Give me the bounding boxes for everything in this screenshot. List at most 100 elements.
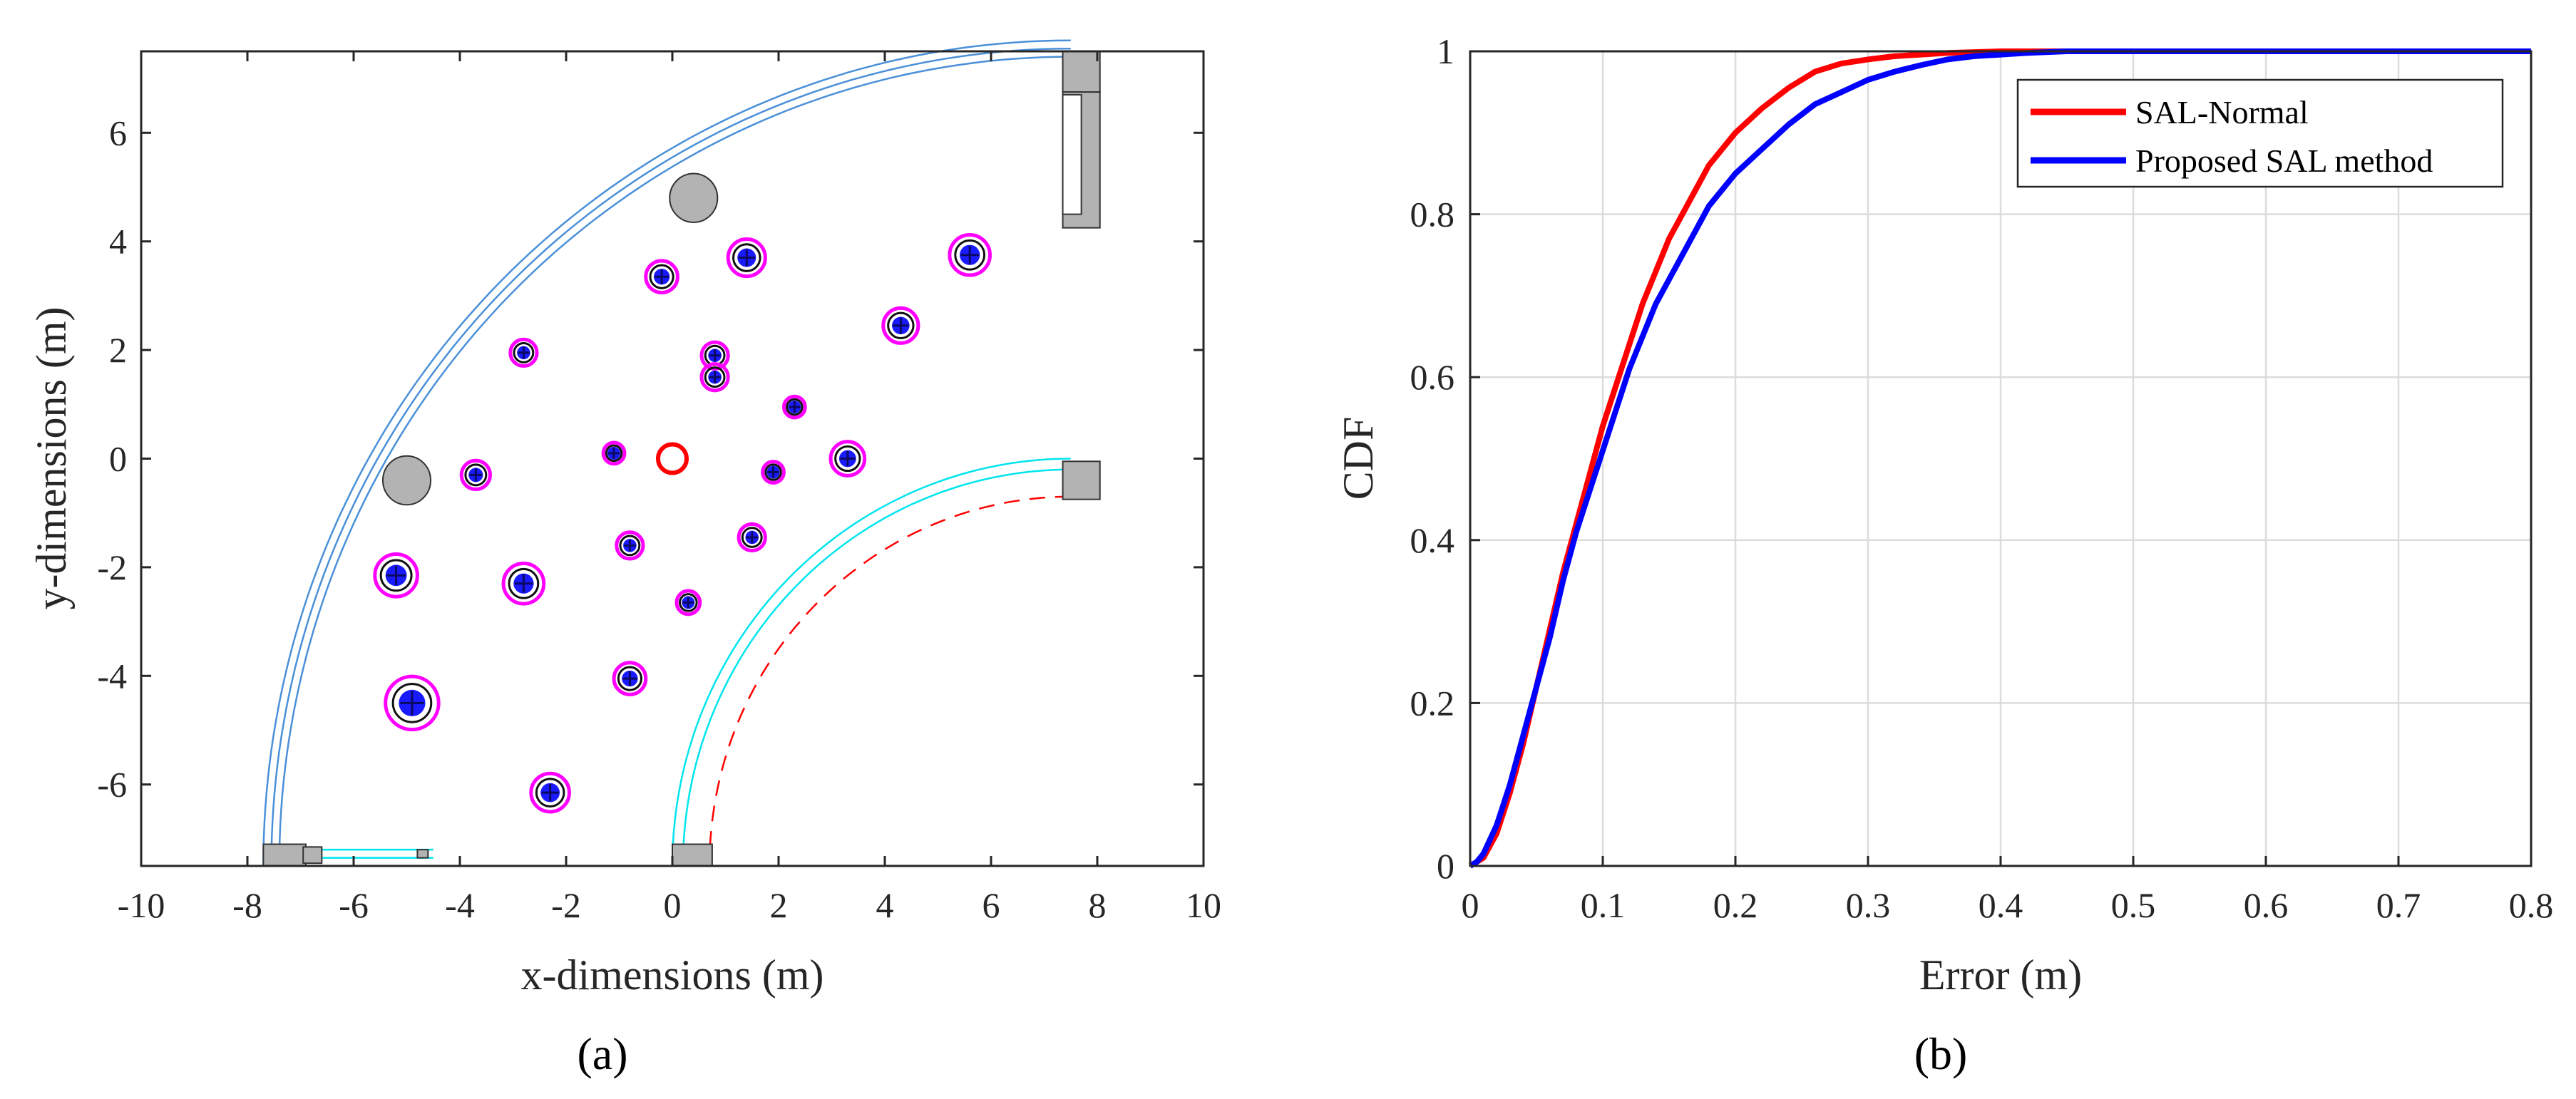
dashed-path-arc — [708, 495, 1071, 867]
ground-truth-ring — [834, 445, 861, 473]
panel-b-y-axis-label: CDF — [1335, 417, 1382, 500]
point-cross — [746, 531, 759, 544]
ground-truth-ring — [786, 398, 804, 416]
x-tick-label: -10 — [118, 885, 165, 925]
panel-a-y-axis-label: y-dimensions (m) — [28, 307, 75, 610]
y-tick-label: 6 — [109, 113, 127, 153]
point-cross — [893, 317, 909, 334]
estimate-ring — [699, 340, 730, 371]
estimate-ring — [737, 522, 767, 553]
x-tick-label: 0.4 — [1979, 885, 2023, 925]
panel-a-x-axis-label: x-dimensions (m) — [521, 951, 824, 999]
panel-a-obstacles — [381, 172, 719, 506]
panel-b-y-ticks: 0 0.2 0.4 0.6 0.8 1 — [1410, 31, 1480, 886]
estimate-ring — [601, 440, 627, 466]
ground-truth-ring — [679, 593, 698, 612]
panel-b-caption-label: (b) — [1914, 1028, 1968, 1079]
estimate-ring — [501, 561, 546, 606]
x-tick-label: 4 — [876, 885, 894, 925]
legend-label-proposed-sal: Proposed SAL method — [2135, 143, 2433, 179]
estimate-ring — [612, 661, 648, 696]
wall-block — [302, 846, 323, 865]
x-tick-label: -6 — [339, 885, 369, 925]
x-tick-label: -2 — [551, 885, 581, 925]
ground-truth-ring — [535, 778, 565, 808]
panel-a-points — [373, 232, 992, 814]
estimate-ring — [948, 232, 992, 277]
estimate-ring — [761, 460, 786, 485]
y-tick-label: 0.2 — [1410, 683, 1455, 723]
x-tick-label: 8 — [1089, 885, 1107, 925]
ground-truth-ring — [508, 567, 540, 599]
y-tick-label: 0 — [1437, 846, 1454, 886]
y-tick-label: 0.8 — [1410, 195, 1455, 234]
ground-truth-ring — [954, 239, 986, 271]
legend-label-sal-normal: SAL-Normal — [2135, 94, 2309, 130]
point-cross — [469, 468, 483, 482]
estimate-ring — [644, 259, 679, 295]
point-cross — [608, 447, 620, 459]
point-cross — [738, 249, 756, 267]
x-tick-label: -4 — [445, 885, 475, 925]
y-tick-label: 1 — [1437, 31, 1454, 71]
estimate-ring — [529, 771, 571, 814]
y-tick-label: -6 — [97, 765, 127, 805]
y-tick-label: -4 — [97, 656, 127, 696]
point-cross — [709, 371, 721, 383]
point-cross — [541, 784, 559, 802]
estimate-ring — [384, 674, 441, 732]
estimate-ring — [828, 440, 867, 478]
panel-b-x-axis-label: Error (m) — [1919, 951, 2082, 999]
point-cross — [655, 269, 669, 284]
outer-wall-arc — [278, 56, 1071, 867]
estimate-ring — [726, 237, 767, 279]
inner-wall-arc — [671, 458, 1071, 867]
x-tick-label: 6 — [982, 885, 1000, 925]
point-cross — [789, 401, 801, 413]
ground-truth-ring — [617, 666, 642, 691]
panel-a-x-ticks: -10 -8 -6 -4 -2 0 2 4 6 8 10 — [118, 51, 1221, 925]
ground-truth-ring — [649, 264, 674, 289]
reference-marker — [656, 442, 689, 475]
ground-truth-ring — [464, 463, 488, 487]
ground-truth-ring — [704, 366, 726, 388]
wall-block — [1062, 460, 1101, 500]
x-tick-label: 0 — [664, 885, 682, 925]
panel-a-walls — [262, 39, 1101, 867]
point-cross — [622, 671, 637, 686]
wall-notch — [1062, 93, 1082, 215]
legend-box — [2016, 78, 2504, 188]
ground-truth-ring — [887, 311, 915, 340]
ground-truth-ring — [605, 444, 623, 463]
point-cross — [840, 450, 856, 467]
y-tick-label: 0.4 — [1410, 520, 1455, 560]
wall-block — [262, 843, 307, 867]
x-tick-label: 0.6 — [2244, 885, 2289, 925]
estimate-ring — [781, 394, 807, 420]
pillar-obstacle — [669, 172, 719, 224]
x-tick-label: 0.8 — [2509, 885, 2554, 925]
estimate-ring — [699, 362, 730, 393]
y-tick-label: 0.6 — [1410, 357, 1455, 397]
panel-b-cdf-chart: 0 0.1 0.2 0.3 0.4 0.5 0.6 0.7 0.8 0 0.2 0.4 0.6 0.8 1… — [1335, 31, 2553, 1079]
point-cross — [386, 565, 406, 585]
x-tick-label: 10 — [1186, 885, 1221, 925]
pillar-obstacle — [381, 455, 432, 506]
estimate-ring — [459, 458, 492, 491]
point-cross — [709, 349, 721, 362]
x-tick-label: 0.5 — [2111, 885, 2156, 925]
point-cross — [518, 346, 530, 359]
y-tick-label: 0 — [109, 439, 127, 479]
x-tick-label: 0.7 — [2376, 885, 2421, 925]
point-cross — [624, 540, 636, 552]
point-cross — [400, 691, 424, 716]
estimate-ring — [674, 589, 702, 616]
estimate-ring — [881, 306, 920, 345]
point-cross — [960, 246, 979, 264]
ground-truth-ring — [764, 463, 782, 481]
wall-block — [416, 849, 429, 859]
point-cross — [682, 597, 694, 609]
ground-truth-ring — [741, 527, 763, 548]
ground-truth-ring — [379, 559, 413, 592]
